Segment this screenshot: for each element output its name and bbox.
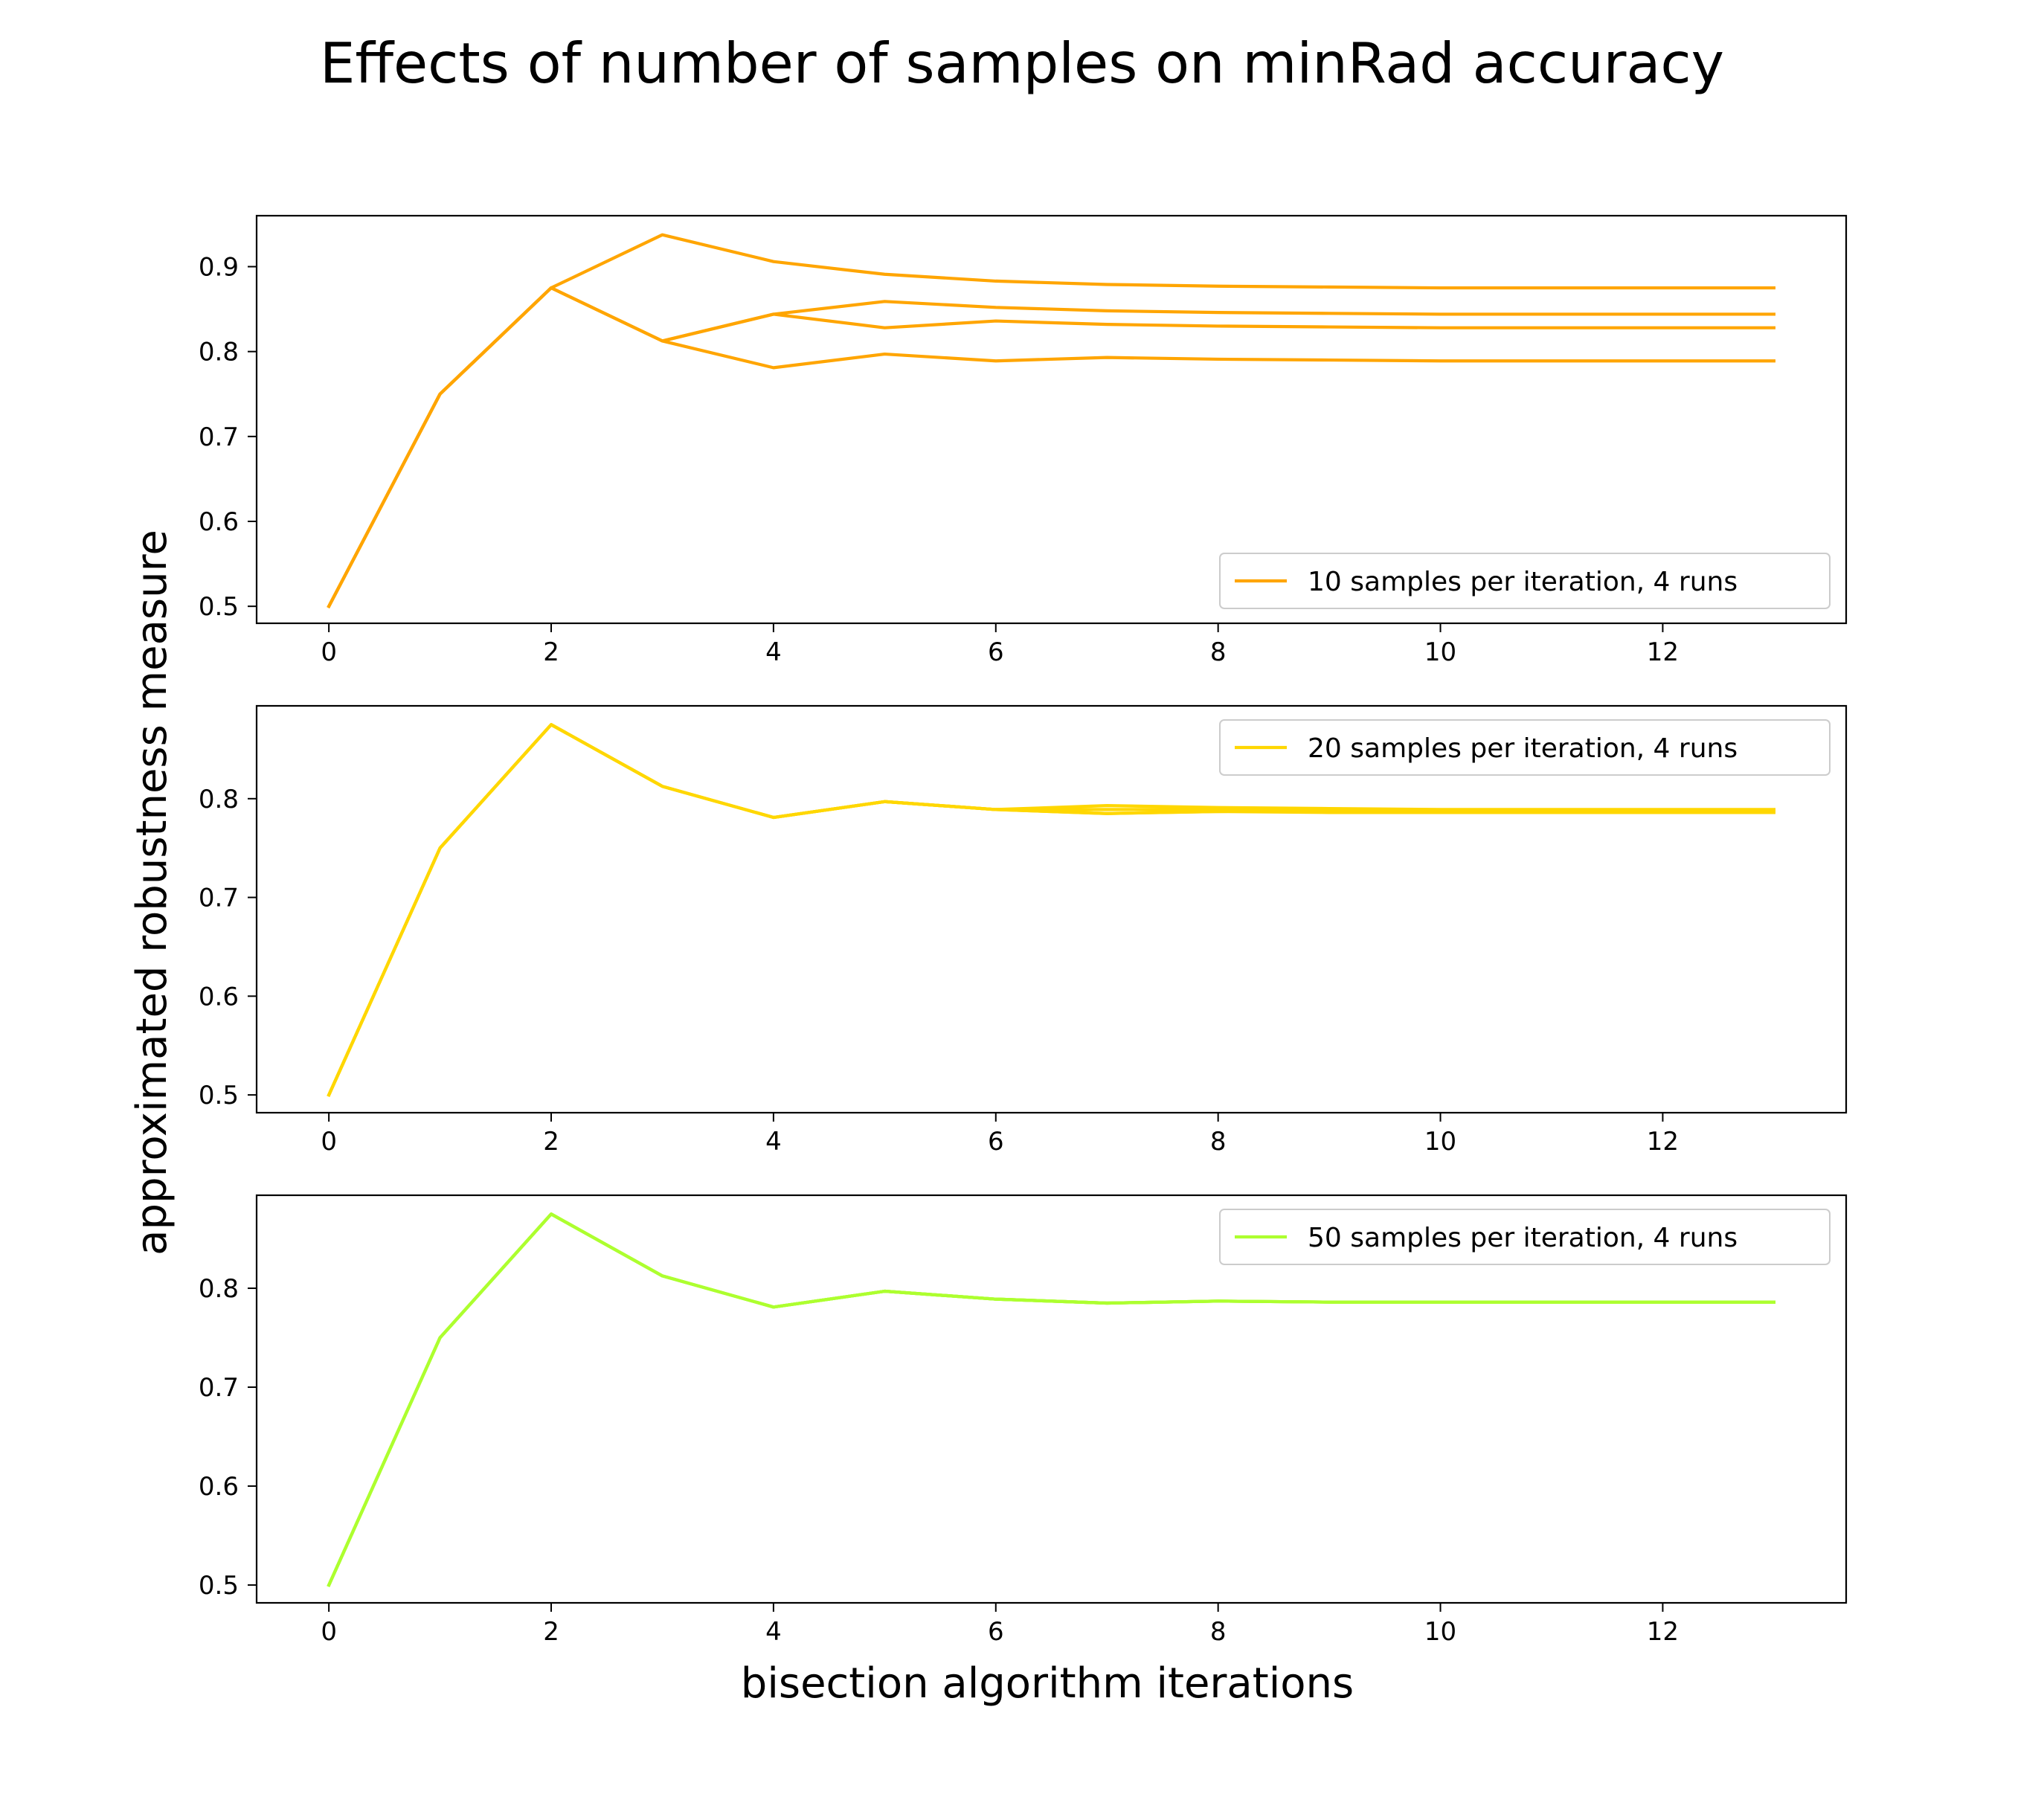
x-tick-label: 0 [321,1127,337,1157]
series-line-3-2 [327,1212,1775,1587]
figure-title: Effects of number of samples on minRad a… [319,30,1725,96]
legend-box-1 [1219,553,1831,609]
y-tick-label: 0.5 [199,1081,239,1110]
axes-frame-2 [255,704,1848,1114]
series-line-2-3 [327,723,1775,1097]
x-tick-label: 10 [1424,637,1456,667]
series-line-1-4 [327,286,1775,609]
series-line-1-1 [327,233,1775,609]
series-line-2-1 [327,723,1775,1097]
y-tick-label: 0.8 [199,1274,239,1304]
y-tick-label: 0.9 [199,253,239,283]
y-tick-label: 0.7 [199,884,239,913]
y-tick-label: 0.6 [199,982,239,1012]
x-tick-label: 2 [543,1617,559,1647]
x-tick-label: 12 [1647,1617,1679,1647]
x-tick-label: 2 [543,637,559,667]
subplot-2: 0 2 4 6 8 10 12 0.5 0.6 0.7 0.8 20 samples per iter… [199,704,1848,1157]
x-tick-label: 8 [1210,1617,1227,1647]
x-tick-label: 2 [543,1127,559,1157]
x-tick-label: 12 [1647,637,1679,667]
x-tick-label: 6 [988,637,1004,667]
subplot-1: 0 2 4 6 8 10 12 0.5 0.6 0.7 0.8 0.9 10 samples per i… [199,214,1848,667]
y-tick-label: 0.7 [199,422,239,452]
y-tick-label: 0.8 [199,338,239,367]
axes-frame-1 [255,214,1848,625]
x-tick-label: 12 [1647,1127,1679,1157]
subplot-3: 0 2 4 6 8 10 12 0.5 0.6 0.7 0.8 50 samples per iter… [199,1194,1848,1647]
x-tick-label: 10 [1424,1617,1456,1647]
y-tick-label: 0.8 [199,785,239,814]
series-line-3-4 [327,1212,1775,1587]
legend-box-3 [1219,1209,1831,1265]
x-tick-label: 4 [765,1127,782,1157]
series-line-3-3 [327,1212,1775,1587]
x-tick-label: 8 [1210,1127,1227,1157]
legend-label-2: 20 samples per iteration, 4 runs [1308,733,1738,764]
axes-frame-3 [255,1194,1848,1604]
series-line-2-4 [327,723,1775,1097]
x-axis-label-text: bisection algorithm iterations [740,1659,1354,1708]
x-axis-label: bisection algorithm iterations [0,1660,2044,1708]
y-tick-label: 0.5 [199,592,239,622]
x-tick-label: 6 [988,1617,1004,1647]
y-tick-label: 0.6 [199,1472,239,1502]
x-tick-label: 0 [321,1617,337,1647]
x-tick-label: 8 [1210,637,1227,667]
x-tick-label: 10 [1424,1127,1456,1157]
x-tick-label: 4 [765,1617,782,1647]
x-tick-label: 6 [988,1127,1004,1157]
x-tick-label: 0 [321,637,337,667]
y-tick-label: 0.7 [199,1373,239,1403]
legend-box-2 [1219,719,1831,776]
y-tick-label: 0.6 [199,507,239,537]
series-line-3-1 [327,1212,1775,1587]
legend-label-1: 10 samples per iteration, 4 runs [1308,567,1738,597]
series-line-2-2 [327,723,1775,1097]
y-tick-label: 0.5 [199,1571,239,1601]
x-tick-label: 4 [765,637,782,667]
legend-label-3: 50 samples per iteration, 4 runs [1308,1223,1738,1253]
